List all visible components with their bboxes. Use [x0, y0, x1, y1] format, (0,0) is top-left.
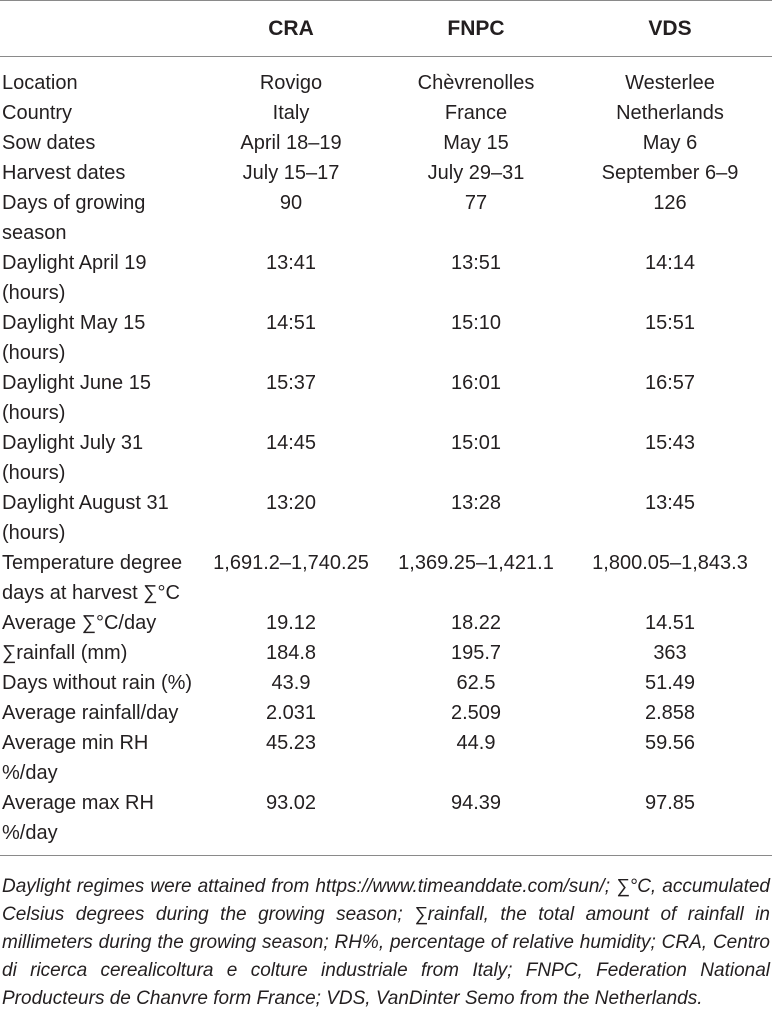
cell-vds: 15:43	[644, 432, 696, 454]
cell-fnpc: France	[444, 102, 508, 124]
table-row: Location Rovigo Chèvrenolles Westerlee	[0, 57, 772, 99]
table-header: CRA FNPC VDS	[0, 0, 772, 57]
cell-vds: 15:51	[644, 312, 696, 334]
cell-cra: 13:41	[265, 252, 317, 274]
cell-fnpc: 13:51	[450, 252, 502, 274]
cell-cra: 15:37	[265, 372, 317, 394]
cell-fnpc: 18.22	[450, 612, 502, 634]
cell-cra: Italy	[272, 102, 310, 124]
cell-fnpc: 44.9	[456, 732, 496, 754]
table-row: Average max RH %/day 93.02 94.39 97.85	[0, 788, 772, 856]
row-label: Average max RH %/day	[2, 792, 154, 844]
row-label: Daylight August 31 (hours)	[2, 492, 169, 544]
cell-vds: May 6	[642, 132, 698, 154]
row-label: ∑rainfall (mm)	[2, 642, 128, 664]
row-label: Daylight July 31 (hours)	[2, 432, 144, 484]
cell-vds: 14:14	[644, 252, 696, 274]
cell-vds: 59.56	[644, 732, 696, 754]
cell-fnpc: 1,369.25–1,421.1	[398, 552, 554, 574]
cell-cra: 19.12	[265, 612, 317, 634]
cell-cra: 14:51	[265, 312, 317, 334]
table-body: Location Rovigo Chèvrenolles Westerlee Count…	[0, 57, 772, 856]
cell-fnpc: 77	[464, 192, 488, 214]
table-row: Daylight June 15 (hours) 15:37 16:01 16:57	[0, 368, 772, 428]
cell-vds: 13:45	[644, 492, 696, 514]
header-vds: VDS	[568, 0, 772, 57]
cell-cra: 13:20	[265, 492, 317, 514]
cell-vds: 1,800.05–1,843.3	[592, 552, 748, 574]
table-row: Average min RH %/day 45.23 44.9 59.56	[0, 728, 772, 788]
cell-fnpc: 15:01	[450, 432, 502, 454]
table-row: Days of growing season 90 77 126	[0, 188, 772, 248]
table-row: Days without rain (%) 43.9 62.5 51.49	[0, 668, 772, 698]
cell-cra: 45.23	[265, 732, 317, 754]
row-label: Daylight May 15 (hours)	[2, 312, 146, 364]
cell-vds: Netherlands	[616, 102, 724, 124]
cell-cra: 93.02	[265, 792, 317, 814]
cell-vds: Westerlee	[625, 72, 715, 94]
row-label: Days without rain (%)	[2, 672, 193, 694]
cell-vds: 363	[653, 642, 687, 664]
table-row: Average ∑°C/day 19.12 18.22 14.51	[0, 608, 772, 638]
table-row: ∑rainfall (mm) 184.8 195.7 363	[0, 638, 772, 668]
table-row: Average rainfall/day 2.031 2.509 2.858	[0, 698, 772, 728]
header-row: CRA FNPC VDS	[0, 0, 772, 57]
row-label: Average min RH %/day	[2, 732, 149, 784]
site-comparison-table: CRA FNPC VDS Location Rovigo Chèvrenolles W…	[0, 0, 772, 856]
row-label: Country	[2, 102, 73, 124]
cell-fnpc: 2.509	[450, 702, 502, 724]
table-row: Sow dates April 18–19 May 15 May 6	[0, 128, 772, 158]
cell-cra: 90	[279, 192, 303, 214]
row-label: Daylight June 15 (hours)	[2, 372, 151, 424]
cell-fnpc: 13:28	[450, 492, 502, 514]
cell-vds: 14.51	[644, 612, 696, 634]
header-cra: CRA	[198, 0, 384, 57]
row-label: Days of growing season	[2, 192, 146, 244]
cell-vds: 51.49	[644, 672, 696, 694]
cell-vds: 2.858	[644, 702, 696, 724]
row-label: Temperature degree days at harvest ∑°C	[2, 552, 183, 604]
cell-fnpc: May 15	[443, 132, 509, 154]
table-row: Daylight July 31 (hours) 14:45 15:01 15:43	[0, 428, 772, 488]
table-row: Temperature degree days at harvest ∑°C 1,…	[0, 548, 772, 608]
table-row: Daylight August 31 (hours) 13:20 13:28 13:4…	[0, 488, 772, 548]
cell-cra: April 18–19	[240, 132, 342, 154]
table-row: Country Italy France Netherlands	[0, 98, 772, 128]
cell-cra: 1,691.2–1,740.25	[213, 552, 369, 574]
cell-cra: 2.031	[265, 702, 317, 724]
cell-cra: Rovigo	[259, 72, 323, 94]
cell-fnpc: July 29–31	[427, 162, 525, 184]
cell-vds: 126	[653, 192, 687, 214]
row-label: Average ∑°C/day	[2, 612, 157, 634]
cell-cra: 43.9	[271, 672, 311, 694]
row-label: Location	[2, 72, 78, 94]
cell-vds: September 6–9	[601, 162, 739, 184]
cell-cra: 184.8	[265, 642, 317, 664]
cell-cra: 14:45	[265, 432, 317, 454]
cell-vds: 16:57	[644, 372, 696, 394]
table-row: Daylight May 15 (hours) 14:51 15:10 15:51	[0, 308, 772, 368]
cell-vds: 97.85	[644, 792, 696, 814]
cell-cra: July 15–17	[242, 162, 340, 184]
cell-fnpc: 16:01	[450, 372, 502, 394]
header-label-column	[0, 0, 198, 57]
row-label: Sow dates	[2, 132, 96, 154]
table-row: Harvest dates July 15–17 July 29–31 Septemb…	[0, 158, 772, 188]
table-footnote: Daylight regimes were attained from http…	[2, 876, 770, 1009]
cell-fnpc: 62.5	[456, 672, 496, 694]
header-fnpc: FNPC	[384, 0, 568, 57]
table-row: Daylight April 19 (hours) 13:41 13:51 14:14	[0, 248, 772, 308]
row-label: Average rainfall/day	[2, 702, 179, 724]
cell-fnpc: 94.39	[450, 792, 502, 814]
row-label: Daylight April 19 (hours)	[2, 252, 147, 304]
cell-fnpc: Chèvrenolles	[417, 72, 535, 94]
cell-fnpc: 195.7	[450, 642, 502, 664]
row-label: Harvest dates	[2, 162, 126, 184]
cell-fnpc: 15:10	[450, 312, 502, 334]
